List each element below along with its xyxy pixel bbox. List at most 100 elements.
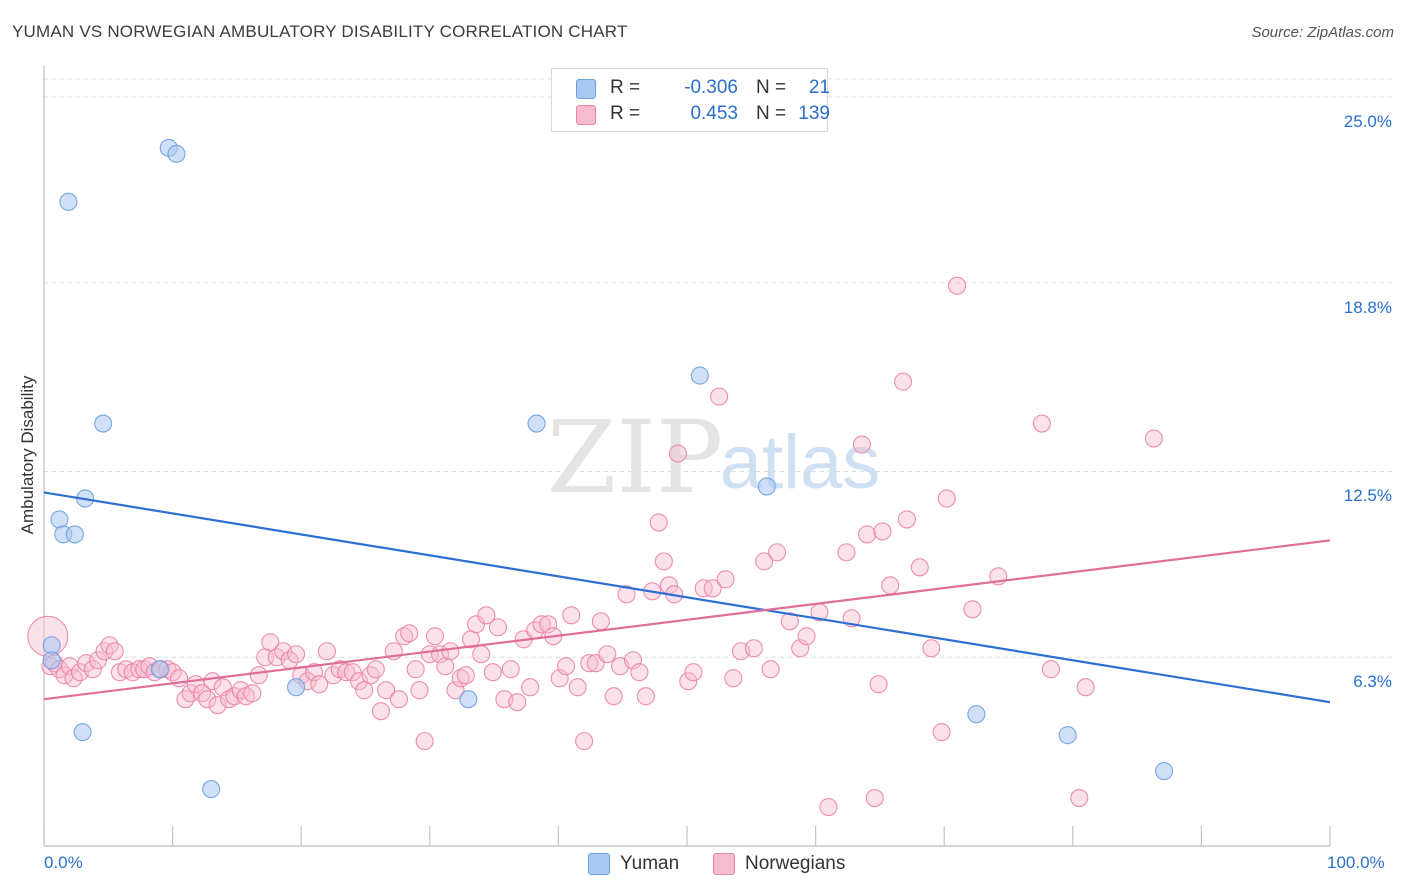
yuman-point <box>59 192 78 211</box>
norwegians-point <box>521 678 540 697</box>
yuman-point <box>202 780 221 799</box>
yuman-point <box>1155 762 1174 781</box>
r-value: -0.306 <box>684 77 738 98</box>
norwegians-point <box>176 690 195 709</box>
norwegians-point <box>410 681 429 700</box>
norwegians-point <box>724 669 743 688</box>
series-norwegians <box>27 276 1163 817</box>
norwegians-point <box>897 510 916 529</box>
yuman-point <box>150 660 169 679</box>
norwegians-point <box>654 552 673 571</box>
bottom-legend-swatch-norwegians <box>713 853 735 875</box>
norwegians-point <box>287 645 306 664</box>
yuman-point <box>459 690 478 709</box>
yuman-point <box>287 678 306 697</box>
yuman-point <box>527 414 546 433</box>
yuman-point <box>967 705 986 724</box>
yuman-point <box>73 723 92 742</box>
norwegians-point <box>337 663 356 682</box>
n-label: N = <box>756 77 787 98</box>
y-tick-label: 18.8% <box>1343 297 1392 317</box>
norwegians-point <box>780 612 799 631</box>
y-tick-label: 6.3% <box>1353 672 1392 692</box>
norwegians-point <box>837 543 856 562</box>
norwegians-point <box>400 624 419 643</box>
bottom-legend-label-norwegians: Norwegians <box>745 853 846 874</box>
yuman-point <box>42 651 61 670</box>
norwegians-point <box>591 612 610 631</box>
norwegians-point <box>630 663 649 682</box>
norwegians-point <box>231 681 250 700</box>
yuman-point <box>50 510 69 529</box>
norwegians-point <box>937 489 956 508</box>
x-tick-label-min: 0.0% <box>44 853 83 872</box>
norwegians-point <box>819 798 838 817</box>
n-label: N = <box>756 103 787 124</box>
norwegians-point <box>865 789 884 808</box>
norwegians-point <box>350 672 369 691</box>
norwegians-point <box>869 675 888 694</box>
yuman-point <box>94 414 113 433</box>
norwegians-point <box>1076 678 1095 697</box>
n-value: 21 <box>808 77 830 98</box>
norwegians-point <box>208 696 227 715</box>
norwegians-point <box>343 663 362 682</box>
norwegians-point <box>932 723 951 742</box>
y-tick-label: 25.0% <box>1343 111 1392 131</box>
yuman-point <box>1058 726 1077 745</box>
norwegians-point <box>716 570 735 589</box>
norwegians-point <box>1041 660 1060 679</box>
norwegians-point <box>604 687 623 706</box>
bottom-legend-label-yuman: Yuman <box>620 853 680 874</box>
watermark-atlas: atlas <box>720 420 881 505</box>
norwegians-point <box>1144 429 1163 448</box>
norwegians-point <box>425 627 444 646</box>
norwegians-point <box>198 690 217 709</box>
yuman-point <box>690 366 709 385</box>
norwegians-point <box>636 687 655 706</box>
norwegians-point <box>366 660 385 679</box>
norwegians-point <box>910 558 929 577</box>
norwegians-point <box>261 633 280 652</box>
norwegians-point <box>193 684 212 703</box>
norwegians-point <box>797 627 816 646</box>
norwegians-point <box>456 666 475 685</box>
norwegians-point <box>532 615 551 634</box>
norwegians-point <box>617 585 636 604</box>
r-label: R = <box>610 103 641 124</box>
norwegians-point <box>649 513 668 532</box>
x-tick-label-max: 100.0% <box>1327 853 1385 872</box>
yuman-point <box>65 525 84 544</box>
watermark: ZIP atlas <box>547 399 880 516</box>
norwegians-point <box>575 732 594 751</box>
chart-title: YUMAN VS NORWEGIAN AMBULATORY DISABILITY… <box>12 22 628 41</box>
norwegians-point <box>598 645 617 664</box>
norwegians-point <box>852 435 871 454</box>
norwegians-point <box>508 693 527 712</box>
norwegians-point <box>305 663 324 682</box>
r-label: R = <box>610 77 641 98</box>
norwegians-point <box>684 663 703 682</box>
norwegians-point <box>130 660 149 679</box>
norwegians-point <box>703 579 722 598</box>
axes <box>43 66 1331 847</box>
yuman-trend-line <box>43 491 1331 704</box>
norwegians-point <box>415 732 434 751</box>
norwegians-point <box>105 642 124 661</box>
norwegians-point <box>467 615 486 634</box>
norwegians-point <box>710 387 729 406</box>
norwegians-point <box>1032 414 1051 433</box>
norwegians-point <box>95 642 114 661</box>
norwegians-point <box>371 702 390 721</box>
norwegians-point <box>83 660 102 679</box>
norwegians-point <box>501 660 520 679</box>
y-tick-label: 12.5% <box>1343 486 1392 506</box>
norwegians-point <box>451 669 470 688</box>
norwegians-point <box>679 672 698 691</box>
norwegians-point <box>310 675 329 694</box>
norwegians-point <box>922 639 941 658</box>
norwegians-point <box>873 522 892 541</box>
norwegians-point <box>568 678 587 697</box>
norwegians-point <box>472 645 491 664</box>
norwegians-point <box>441 642 460 661</box>
